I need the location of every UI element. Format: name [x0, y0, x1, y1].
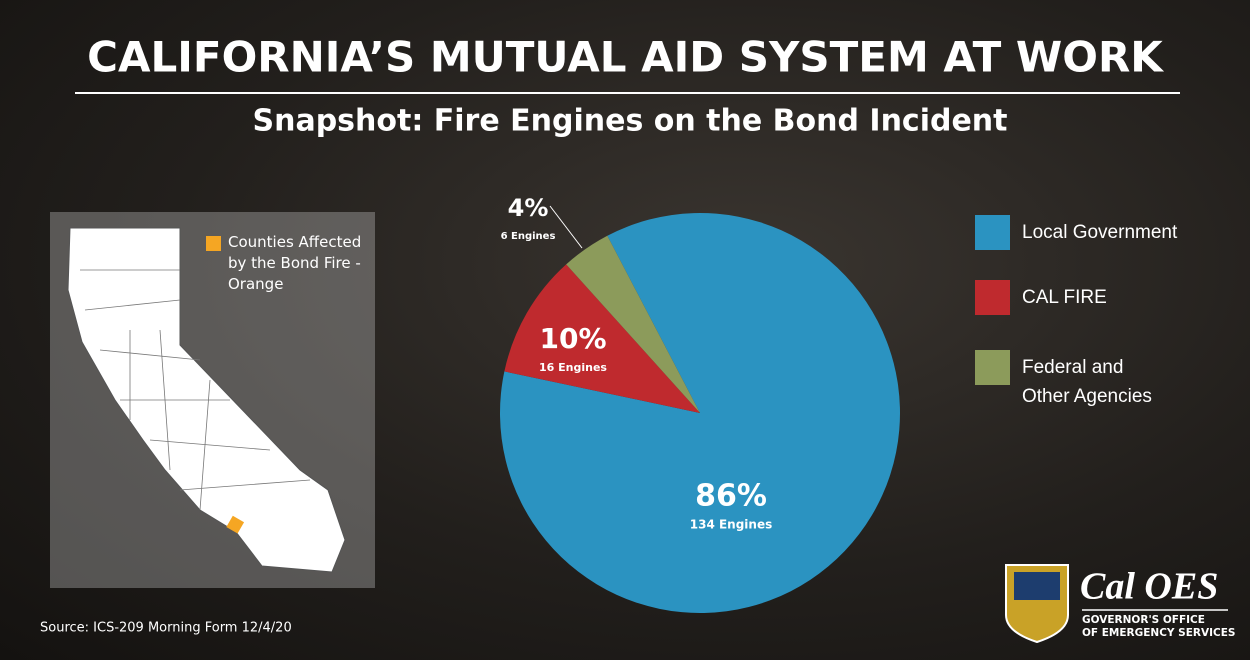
legend-label: Federal and Other Agencies — [1022, 353, 1172, 411]
legend-label: Local Government — [1022, 218, 1242, 247]
chart-subtitle: Snapshot: Fire Engines on the Bond Incid… — [252, 104, 1007, 139]
legend-label: CAL FIRE — [1022, 283, 1242, 312]
logo-line: GOVERNOR'S OFFICE — [1082, 614, 1205, 626]
legend-swatch — [975, 215, 1010, 250]
logo-sky — [1014, 572, 1060, 600]
logo-line: OF EMERGENCY SERVICES — [1082, 627, 1235, 639]
chart: CALIFORNIA’S MUTUAL AID SYSTEM AT WORK S… — [0, 0, 1250, 660]
logo-name: Cal OES — [1080, 566, 1218, 608]
value-label: 10% — [539, 322, 606, 355]
value-label: 86% — [695, 479, 767, 514]
value-label: 4% — [508, 194, 549, 222]
legend-swatch — [975, 280, 1010, 315]
legend-swatch — [975, 350, 1010, 385]
chart-title: CALIFORNIA’S MUTUAL AID SYSTEM AT WORK — [87, 33, 1164, 82]
source-note: Source: ICS-209 Morning Form 12/4/20 — [40, 621, 292, 636]
map-legend: Counties Affected by the Bond Fire - Ora… — [228, 232, 368, 295]
engine-label: 6 Engines — [501, 231, 556, 242]
engine-label: 134 Engines — [690, 518, 773, 532]
infographic: CALIFORNIA’S MUTUAL AID SYSTEM AT WORK S… — [0, 0, 1250, 660]
engine-label: 16 Engines — [539, 361, 607, 374]
map-legend-swatch — [206, 236, 221, 251]
